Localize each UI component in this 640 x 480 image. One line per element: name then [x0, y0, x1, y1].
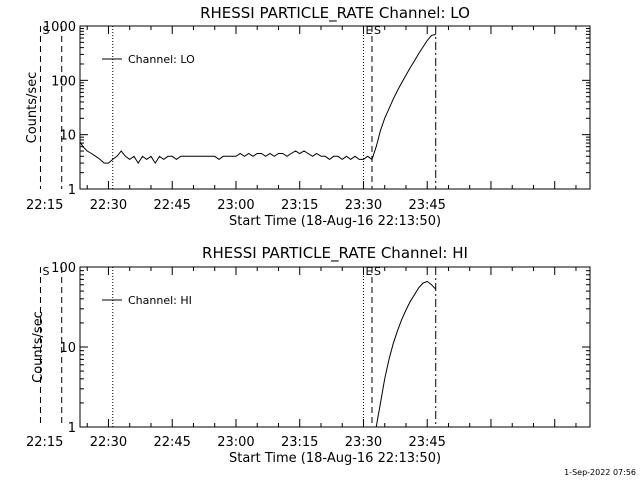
- event-marker-label: E: [365, 24, 372, 37]
- x-axis-label: Start Time (18-Aug-16 22:13:50): [229, 214, 441, 229]
- x-tick-label: 22:30: [90, 198, 127, 213]
- legend-label: Channel: HI: [128, 294, 192, 307]
- x-tick-label: 22:45: [153, 435, 190, 450]
- x-tick-label: 23:45: [408, 435, 445, 450]
- event-marker-label: S: [42, 24, 49, 37]
- y-tick-label: 1: [68, 421, 76, 436]
- plot-frame: [79, 266, 591, 428]
- x-tick-label: 23:45: [408, 198, 445, 213]
- x-tick-label: 22:30: [90, 435, 127, 450]
- event-marker-label: S: [42, 265, 49, 278]
- y-axis-label: Counts/sec: [25, 72, 40, 144]
- x-tick-label: 23:30: [345, 198, 382, 213]
- plot-frame: [79, 25, 591, 190]
- x-tick-label: 22:45: [153, 198, 190, 213]
- legend-label: Channel: LO: [128, 53, 195, 66]
- series-line: [80, 33, 436, 165]
- x-axis-label: Start Time (18-Aug-16 22:13:50): [229, 451, 441, 466]
- y-tick-label: 1: [68, 183, 76, 198]
- panel-lo: RHESSI PARTICLE_RATE Channel: LO 22:15 22:…: [25, 4, 591, 229]
- y-axis-label: Counts/sec: [31, 311, 46, 383]
- event-marker-label: S: [374, 24, 381, 37]
- series-line: [375, 280, 437, 427]
- footer-timestamp: 1-Sep-2022 07:56: [564, 468, 636, 477]
- y-tick-label: 100: [51, 261, 76, 276]
- x-tick-label: 23:00: [217, 435, 254, 450]
- chart-title: RHESSI PARTICLE_RATE Channel: HI: [202, 244, 468, 263]
- event-marker-label: S: [374, 265, 381, 278]
- x-tick-label: 23:00: [217, 198, 254, 213]
- x-tick-label: 23:15: [281, 198, 318, 213]
- panel-hi: RHESSI PARTICLE_RATE Channel: HI 22:15 22:…: [26, 244, 591, 466]
- x-tick-label: 22:15: [26, 435, 63, 450]
- x-tick-label: 22:15: [26, 198, 63, 213]
- y-tick-label: 10: [59, 129, 76, 144]
- chart-title: RHESSI PARTICLE_RATE Channel: LO: [200, 4, 470, 23]
- y-tick-label: 100: [51, 74, 76, 89]
- y-tick-label: 1000: [43, 20, 76, 35]
- x-tick-label: 23:15: [281, 435, 318, 450]
- x-tick-label: 23:30: [345, 435, 382, 450]
- y-tick-label: 10: [59, 341, 76, 356]
- event-marker-label: E: [365, 265, 372, 278]
